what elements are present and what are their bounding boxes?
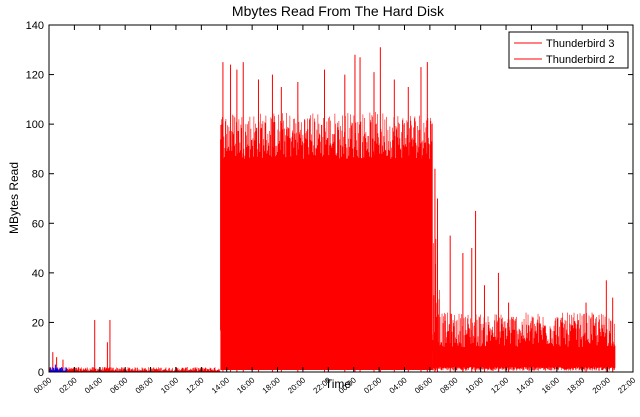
x-tick-label: 22:00: [616, 375, 638, 395]
x-tick-label: 12:00: [185, 375, 207, 395]
y-tick-label: 80: [32, 169, 44, 181]
x-tick-label: 18:00: [261, 375, 283, 395]
x-axis-label: Time: [325, 377, 352, 391]
x-tick-label: 06:00: [108, 375, 130, 395]
legend-label-thunderbird-3: Thunderbird 3: [546, 38, 615, 50]
x-tick-label: 14:00: [515, 375, 537, 395]
y-axis-label: MBytes Read: [7, 162, 21, 234]
series-layer: [48, 47, 616, 372]
legend-label-thunderbird-2: Thunderbird 2: [546, 54, 615, 66]
y-tick-label: 20: [32, 317, 44, 329]
x-tick-label: 08:00: [438, 375, 460, 395]
x-tick-label: 14:00: [210, 375, 232, 395]
legend-box: [508, 31, 629, 69]
plot-frame: [48, 24, 634, 373]
series-body: [220, 169, 433, 370]
y-tick-label: 40: [32, 268, 44, 280]
series-thunderbird-3: [48, 47, 616, 372]
x-tick-label: 04:00: [388, 375, 410, 395]
y-tick-label: 140: [26, 20, 44, 32]
x-tick-label: 10:00: [159, 375, 181, 395]
y-tick-label: 120: [26, 70, 44, 82]
x-tick-label: 08:00: [134, 375, 156, 395]
y-tick-label: 60: [32, 218, 44, 230]
x-tick-label: 06:00: [413, 375, 435, 395]
y-tick-label: 100: [26, 119, 44, 131]
y-tick-label: 0: [38, 367, 44, 379]
x-tick-label: 16:00: [235, 375, 257, 395]
y-axis: 0 20 40 60 80 100 120 140: [26, 20, 633, 379]
x-tick-label: 04:00: [83, 375, 105, 395]
x-tick-label: 10:00: [464, 375, 486, 395]
x-tick-label: 02:00: [58, 375, 80, 395]
x-tick-label: 16:00: [540, 375, 562, 395]
x-tick-label: 02:00: [362, 375, 384, 395]
legend: Thunderbird 3 Thunderbird 2: [508, 31, 629, 69]
x-tick-label: 20:00: [286, 375, 308, 395]
x-tick-label: 12:00: [489, 375, 511, 395]
chart-title: Mbytes Read From The Hard Disk: [232, 3, 445, 19]
x-tick-label: 18:00: [565, 375, 587, 395]
x-tick-label: 00:00: [32, 375, 54, 395]
x-tick-label: 20:00: [591, 375, 613, 395]
